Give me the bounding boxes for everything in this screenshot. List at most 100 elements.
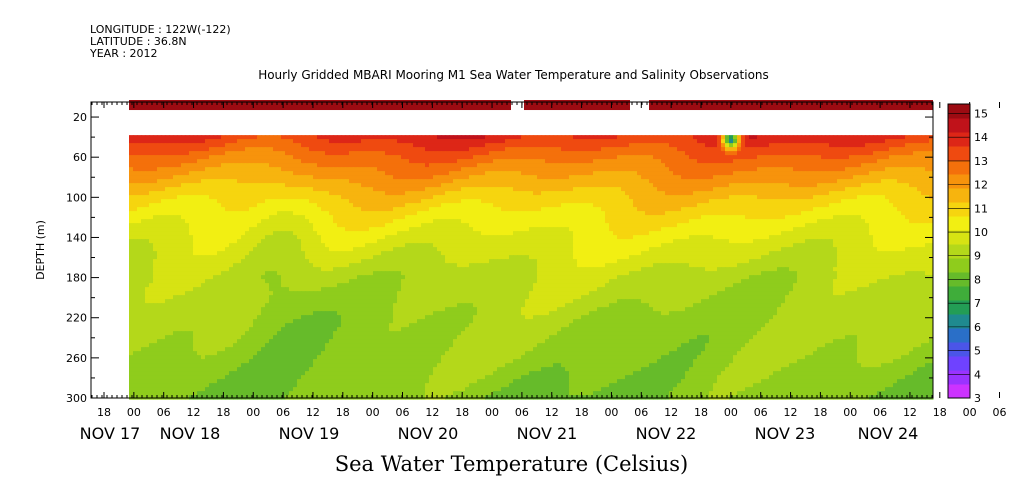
heatmap-cell: [809, 183, 814, 188]
heatmap-cell: [381, 199, 386, 204]
heatmap-cell: [889, 183, 894, 188]
heatmap-cell: [489, 183, 494, 188]
heatmap-cell: [785, 191, 790, 196]
heatmap-cell: [881, 219, 886, 224]
heatmap-cell: [925, 223, 930, 228]
heatmap-cell: [317, 175, 322, 180]
heatmap-cell: [637, 191, 642, 196]
heatmap-cell: [897, 151, 902, 156]
heatmap-cell: [149, 195, 154, 200]
heatmap-cell: [905, 203, 910, 208]
heatmap-cell: [625, 187, 630, 192]
heatmap-cell: [309, 191, 314, 196]
heatmap-cell: [773, 183, 778, 188]
heatmap-cell: [201, 191, 206, 196]
heatmap-cell: [585, 219, 590, 224]
heatmap-cell: [729, 135, 734, 140]
heatmap-cell: [309, 207, 314, 212]
heatmap-cell: [793, 191, 798, 196]
heatmap-cell: [257, 203, 262, 208]
heatmap-cell: [557, 199, 562, 204]
heatmap-cell: [373, 199, 378, 204]
heatmap-cell: [433, 155, 438, 160]
heatmap-cell: [501, 203, 506, 208]
heatmap-cell: [373, 207, 378, 212]
heatmap-cell: [705, 159, 710, 164]
heatmap-cell: [593, 159, 598, 164]
heatmap-cell: [453, 159, 458, 164]
heatmap-cell: [601, 223, 606, 228]
heatmap-cell: [653, 167, 658, 172]
heatmap-cell: [489, 187, 494, 192]
heatmap-cell: [209, 187, 214, 192]
heatmap-cell: [333, 223, 338, 228]
heatmap-cell: [549, 227, 554, 232]
heatmap-cell: [581, 151, 586, 156]
heatmap-cell: [881, 215, 886, 220]
heatmap-cell: [693, 231, 698, 236]
heatmap-cell: [521, 135, 526, 140]
heatmap-cell: [565, 179, 570, 184]
heatmap-cell: [389, 199, 394, 204]
heatmap-cell: [341, 155, 346, 160]
heatmap-cell: [441, 183, 446, 188]
heatmap-cell: [141, 151, 146, 156]
heatmap-cell: [165, 179, 170, 184]
heatmap-cell: [669, 219, 674, 224]
heatmap-cell: [173, 191, 178, 196]
heatmap-cell: [289, 151, 294, 156]
heatmap-cell: [729, 211, 734, 216]
heatmap-cell: [221, 199, 226, 204]
heatmap-cell: [333, 187, 338, 192]
heatmap-cell: [197, 139, 202, 144]
heatmap-cell: [857, 207, 862, 212]
heatmap-cell: [453, 219, 458, 224]
heatmap-cell: [337, 203, 342, 208]
heatmap-cell: [861, 199, 866, 204]
heatmap-cell: [305, 163, 310, 168]
heatmap-cell: [185, 175, 190, 180]
heatmap-cell: [673, 139, 678, 144]
heatmap-cell: [689, 195, 694, 200]
heatmap-cell: [465, 139, 470, 144]
heatmap-cell: [749, 211, 754, 216]
heatmap-cell: [737, 231, 742, 236]
heatmap-cell: [465, 151, 470, 156]
heatmap-cell: [689, 151, 694, 156]
heatmap-cell: [353, 223, 358, 228]
heatmap-cell: [861, 139, 866, 144]
heatmap-cell: [249, 171, 254, 176]
heatmap-cell: [297, 187, 302, 192]
heatmap-cell: [165, 223, 170, 228]
heatmap-cell: [153, 167, 158, 172]
heatmap-cell: [181, 163, 186, 168]
heatmap-cell: [737, 171, 742, 176]
heatmap-cell: [857, 151, 862, 156]
heatmap-cell: [137, 139, 142, 144]
heatmap-cell: [353, 191, 358, 196]
heatmap-cell: [481, 231, 486, 236]
heatmap-cell: [893, 183, 898, 188]
heatmap-cell: [221, 175, 226, 180]
heatmap-cell: [157, 151, 162, 156]
heatmap-cell: [921, 203, 926, 208]
heatmap-cell: [509, 163, 514, 168]
heatmap-cell: [629, 227, 634, 232]
heatmap-cell: [753, 219, 758, 224]
heatmap-cell: [149, 135, 154, 140]
heatmap-cell: [285, 139, 290, 144]
heatmap-cell: [593, 223, 598, 228]
heatmap-cell: [777, 191, 782, 196]
heatmap-cell: [385, 227, 390, 232]
heatmap-cell: [841, 215, 846, 220]
heatmap-cell: [461, 203, 466, 208]
heatmap-cell: [177, 207, 182, 212]
heatmap-cell: [817, 223, 822, 228]
heatmap-cell: [589, 143, 594, 148]
heatmap-cell: [529, 203, 534, 208]
heatmap-cell: [609, 227, 614, 232]
heatmap-cell: [841, 183, 846, 188]
heatmap-cell: [817, 159, 822, 164]
heatmap-cell: [777, 199, 782, 204]
heatmap-cell: [545, 155, 550, 160]
